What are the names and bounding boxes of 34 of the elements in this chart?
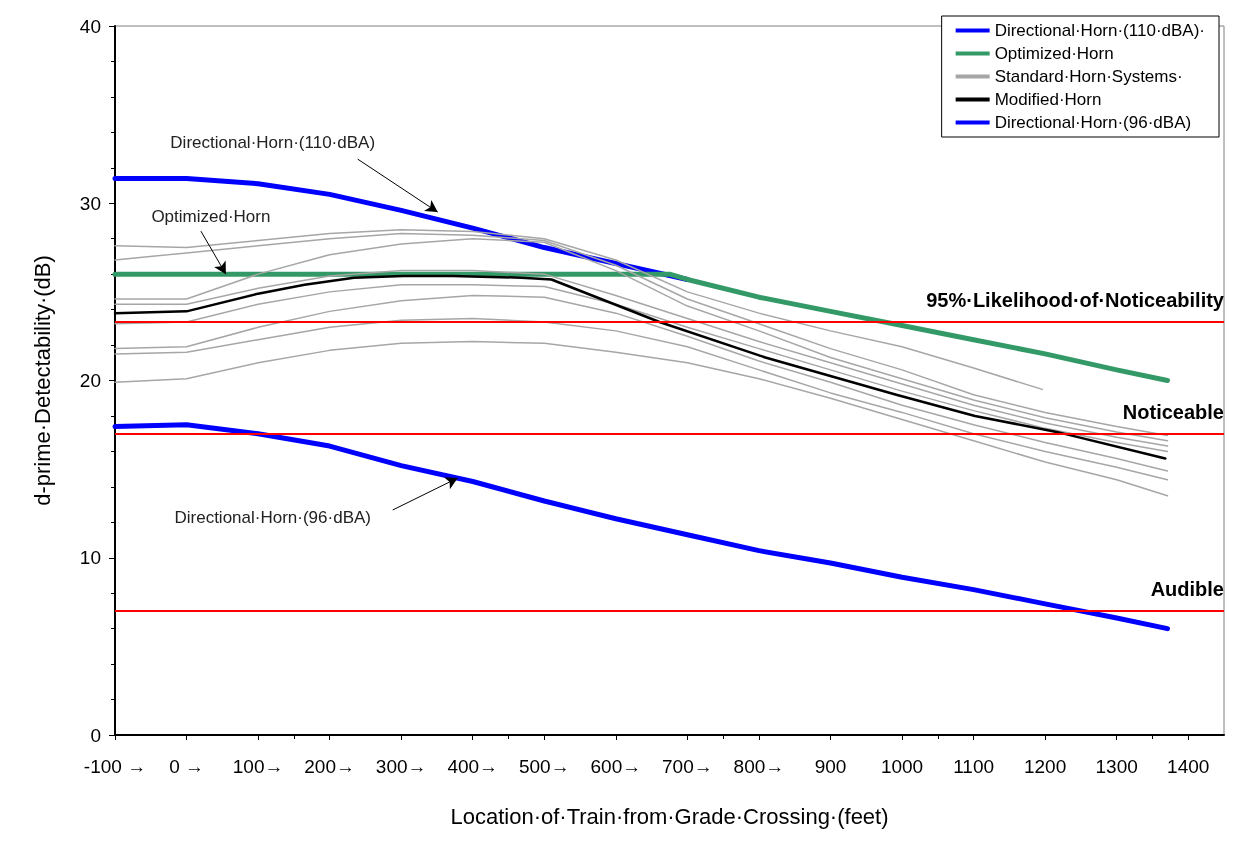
- y-tick-label: 30: [79, 192, 101, 214]
- x-tick-label: 1000: [880, 756, 924, 777]
- legend-label: Modified·Horn: [994, 90, 1102, 109]
- y-tick-label: 40: [79, 15, 101, 37]
- y-axis-title: d-prime·Detectability·(dB): [29, 255, 55, 506]
- y-tick-label: 20: [79, 370, 101, 391]
- x-tick-label: 400→: [447, 756, 499, 777]
- x-tick-label: -100 →: [83, 756, 147, 777]
- annotation: Directional·Horn·(96·dBA): [174, 508, 371, 528]
- x-tick-label: 100→: [232, 756, 284, 777]
- x-tick-label: 1200: [1023, 756, 1067, 777]
- x-tick-label: 300→: [375, 756, 427, 777]
- x-axis-title: Location·of·Train·from·Grade·Crossing·(feet): [450, 803, 889, 829]
- x-tick-label: 0 →: [169, 756, 204, 777]
- x-tick-label: 200→: [304, 756, 355, 777]
- x-tick-label: 500→: [518, 756, 570, 777]
- x-tick-label: 700→: [662, 756, 713, 777]
- x-tick-label: 900: [814, 756, 847, 777]
- ref-line-label: 95%·Likelihood·of·Noticeability: [926, 289, 1225, 312]
- annotation: Optimized·Horn: [151, 206, 271, 226]
- x-tick-label: 600→: [590, 756, 642, 777]
- y-tick-label: 0: [90, 724, 101, 746]
- annotation: Directional·Horn·(110·dBA): [170, 132, 376, 152]
- x-tick-label: 1400: [1167, 756, 1210, 777]
- ref-line-label: Noticeable: [1122, 400, 1224, 423]
- ref-line-label: Audible: [1150, 577, 1224, 600]
- legend-label: Directional·Horn·(110·dBA)·: [994, 21, 1205, 40]
- x-tick-label: 1100: [953, 756, 995, 777]
- y-tick-label: 10: [79, 547, 101, 569]
- x-tick-label: 1300: [1095, 756, 1138, 777]
- legend-label: Directional·Horn·(96·dBA): [994, 113, 1192, 132]
- legend-label: Standard·Horn·Systems·: [994, 67, 1183, 86]
- x-tick-label: 800→: [733, 756, 785, 777]
- legend-label: Optimized·Horn: [994, 44, 1114, 63]
